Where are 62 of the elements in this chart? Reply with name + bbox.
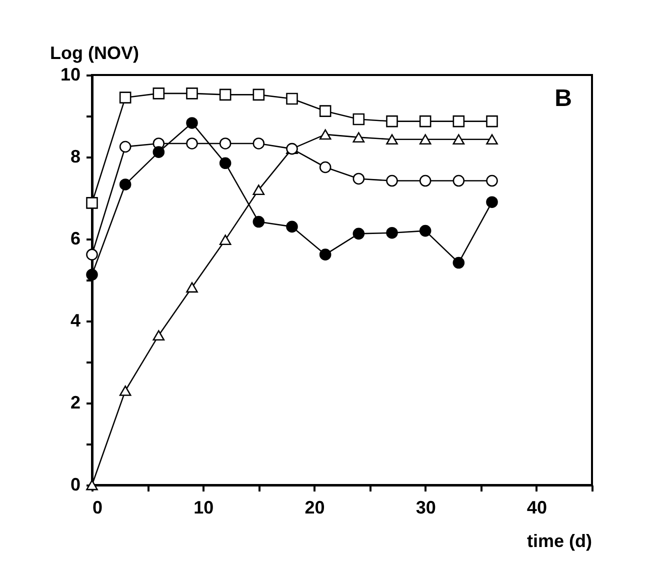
point — [219, 234, 232, 246]
point — [352, 228, 365, 240]
point — [186, 138, 198, 150]
point — [452, 174, 465, 187]
y-tick-label: 6 — [70, 228, 80, 248]
point — [252, 216, 265, 228]
point — [452, 256, 465, 269]
point — [386, 174, 398, 187]
point — [286, 92, 298, 105]
point — [219, 157, 232, 170]
point — [386, 115, 398, 128]
y-tick-label: 2 — [70, 392, 80, 412]
point — [419, 224, 432, 237]
point — [86, 268, 98, 281]
point — [452, 115, 465, 128]
point — [386, 134, 398, 145]
point — [352, 172, 365, 185]
point — [219, 88, 232, 101]
point — [119, 140, 132, 153]
point — [352, 132, 365, 143]
point — [486, 174, 498, 187]
x-tick-label: 40 — [526, 498, 547, 518]
x-tick-label: 10 — [194, 498, 214, 518]
y-axis-title: Log (NOV) — [50, 43, 139, 63]
point — [186, 88, 198, 100]
point — [219, 138, 232, 150]
point — [119, 178, 132, 190]
point — [352, 113, 365, 126]
y-tick-label: 4 — [70, 310, 80, 330]
point — [152, 146, 165, 158]
point — [419, 134, 432, 145]
point — [252, 88, 265, 101]
y-tick-label: 0 — [70, 474, 80, 494]
x-tick-label: 20 — [304, 498, 325, 518]
point — [252, 184, 265, 195]
point — [319, 129, 332, 140]
point — [486, 196, 498, 208]
point — [319, 161, 332, 174]
point — [186, 282, 198, 293]
point — [86, 197, 98, 209]
point — [386, 226, 398, 239]
point — [152, 88, 165, 100]
point — [252, 138, 265, 150]
y-tick-label: 10 — [60, 64, 80, 84]
point — [119, 92, 132, 104]
point — [119, 386, 132, 396]
point — [286, 220, 298, 233]
x-tick-label: 30 — [416, 498, 436, 518]
y-tick-label: 8 — [70, 146, 80, 166]
point — [486, 115, 498, 128]
point — [319, 105, 332, 117]
point — [452, 134, 465, 145]
x-tick-label: 0 — [92, 498, 103, 518]
point — [319, 248, 332, 260]
point — [152, 330, 165, 341]
point — [186, 117, 198, 129]
annotation: B — [554, 85, 572, 112]
point — [486, 134, 498, 145]
point — [419, 115, 432, 128]
point — [419, 174, 432, 187]
x-axis-title: time (d) — [527, 531, 592, 551]
point — [86, 248, 98, 260]
